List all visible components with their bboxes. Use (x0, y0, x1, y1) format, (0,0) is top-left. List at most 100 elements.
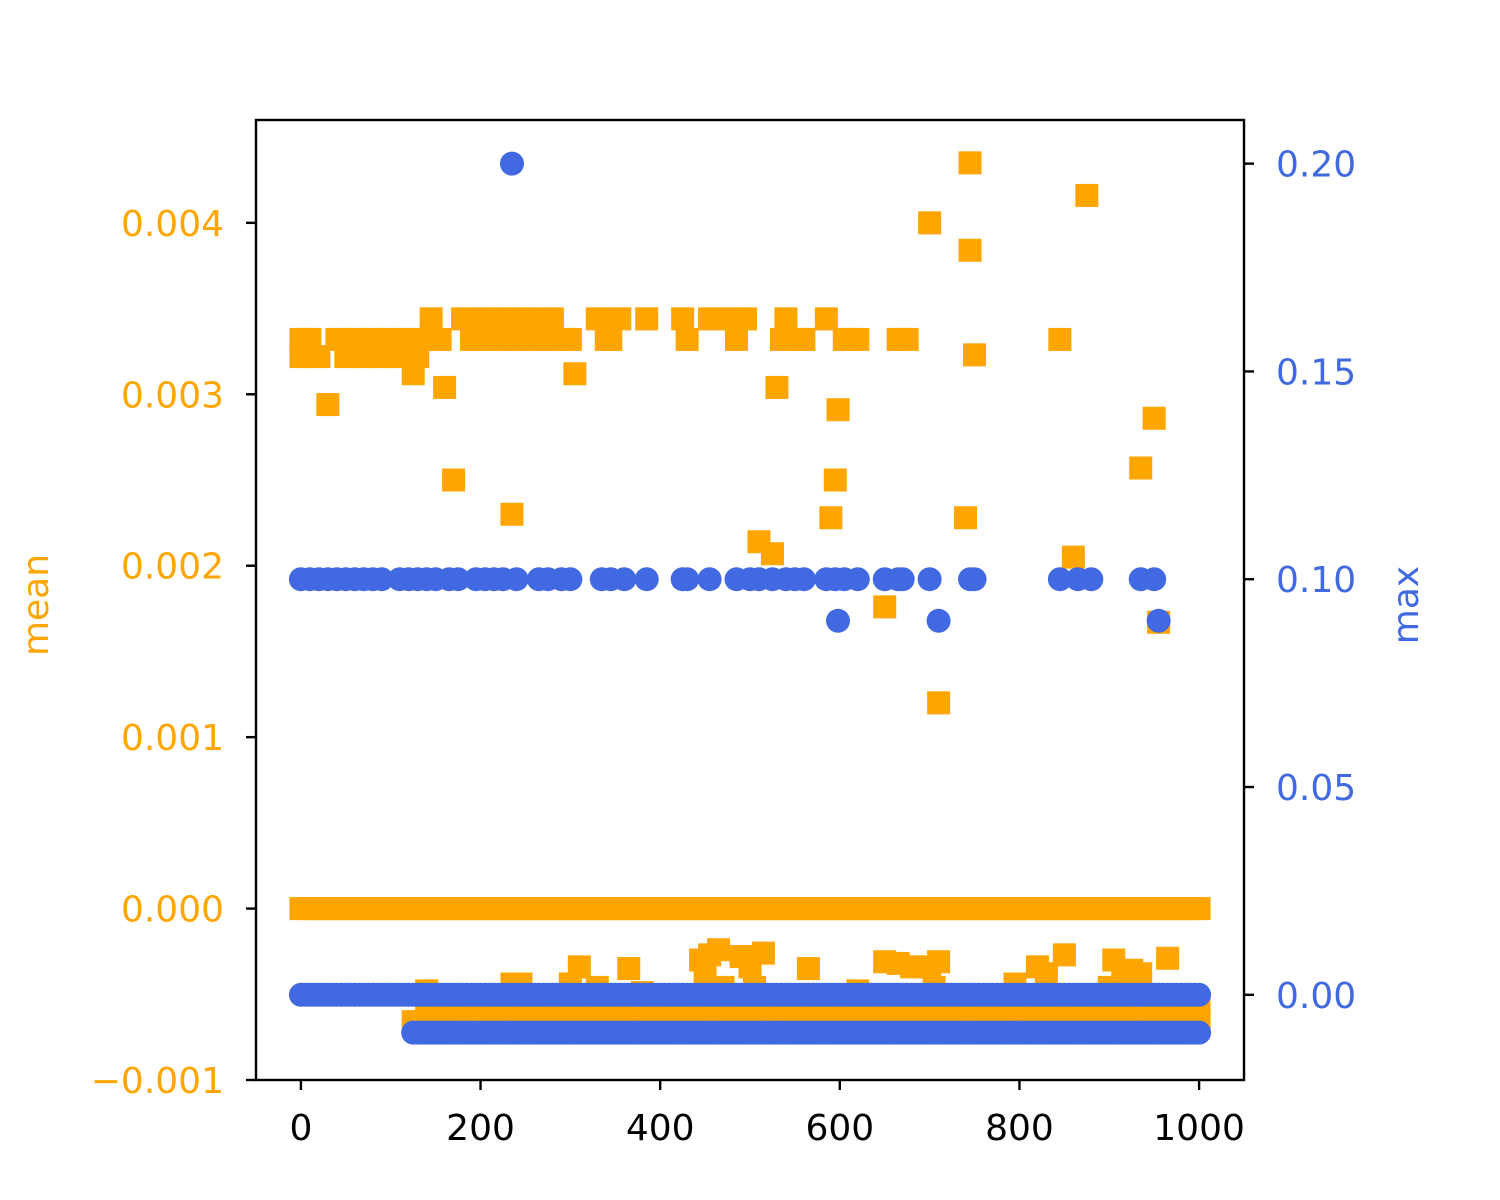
mean-point (585, 307, 609, 331)
max-point (504, 567, 529, 592)
mean-point (814, 307, 838, 331)
mean-point (927, 950, 951, 974)
mean-point (725, 327, 749, 351)
max-point (917, 567, 942, 592)
max-point (369, 567, 394, 592)
max-point (890, 567, 915, 592)
mean-point (918, 211, 942, 235)
max-point (845, 567, 870, 592)
mean-point (819, 506, 843, 530)
series-layer (288, 151, 1212, 1045)
series-max (288, 151, 1212, 1045)
mean-point (707, 938, 731, 962)
y-right-tick-label: 0.00 (1276, 976, 1356, 1017)
mean-point (958, 238, 982, 262)
mean-point (433, 375, 457, 399)
y-right-tick-label: 0.05 (1276, 768, 1356, 809)
mean-point (927, 691, 951, 715)
mean-point (792, 327, 816, 351)
max-point (1047, 567, 1072, 592)
mean-point (460, 327, 484, 351)
max-point (697, 567, 722, 592)
mean-point (1187, 897, 1211, 921)
mean-point (1129, 456, 1153, 480)
mean-point (617, 957, 641, 981)
max-point (558, 567, 583, 592)
y-left-tick-label: 0.003 (121, 375, 224, 416)
mean-point (540, 307, 564, 331)
mean-point (608, 307, 632, 331)
mean-point (513, 327, 537, 351)
mean-point (826, 398, 850, 422)
y-left-axis: −0.001 0.000 0.001 0.002 0.003 0.004 (91, 204, 256, 1102)
mean-point (442, 468, 466, 492)
mean-point (316, 393, 340, 417)
y-right-axis: 0.00 0.05 0.10 0.15 0.20 (1244, 145, 1356, 1017)
mean-point (958, 151, 982, 175)
max-point (1146, 608, 1171, 633)
mean-point (873, 595, 897, 619)
y-right-tick-label: 0.15 (1276, 352, 1356, 393)
x-axis: 0 200 400 600 800 1000 (289, 1080, 1245, 1149)
max-point (612, 567, 637, 592)
y-left-tick-label: 0.001 (121, 718, 224, 759)
mean-point (1052, 943, 1076, 967)
max-point (926, 608, 951, 633)
y-left-axis-title: mean (16, 554, 57, 656)
max-point (499, 151, 524, 176)
mean-point (796, 957, 820, 981)
y-right-tick-label: 0.20 (1276, 145, 1356, 186)
mean-point (1061, 545, 1085, 569)
mean-point (846, 327, 870, 351)
mean-point (469, 307, 493, 331)
mean-point (522, 307, 546, 331)
mean-point (954, 506, 978, 530)
x-tick-label: 1000 (1153, 1108, 1245, 1149)
x-tick-label: 0 (289, 1108, 312, 1149)
mean-point (769, 327, 793, 351)
max-point (634, 567, 659, 592)
mean-point (495, 327, 519, 351)
y-right-axis-title: max (1386, 566, 1427, 644)
mean-point (765, 375, 789, 399)
mean-point (504, 307, 528, 331)
mean-point (760, 542, 784, 566)
mean-point (599, 327, 623, 351)
max-point (675, 567, 700, 592)
mean-point (1034, 962, 1058, 986)
max-point (826, 608, 851, 633)
mean-point (1075, 183, 1099, 207)
mean-point (500, 502, 524, 526)
mean-point (558, 327, 582, 351)
mean-point (563, 362, 587, 386)
mean-point (567, 955, 591, 979)
plot-frame (254, 118, 1246, 1082)
mean-point (635, 307, 659, 331)
mean-point (693, 962, 717, 986)
mean-point (478, 327, 502, 351)
x-tick-label: 600 (805, 1108, 874, 1149)
mean-point (1129, 962, 1153, 986)
max-point (446, 567, 471, 592)
mean-point (774, 307, 798, 331)
mean-point (751, 941, 775, 965)
max-point (791, 567, 816, 592)
mean-point (531, 327, 555, 351)
max-point (1079, 567, 1104, 592)
mean-point (963, 343, 987, 367)
mean-point (451, 307, 475, 331)
max-point (1187, 1020, 1212, 1045)
y-left-tick-label: 0.000 (121, 890, 224, 931)
y-left-tick-label: 0.002 (121, 547, 224, 588)
max-point (1187, 982, 1212, 1007)
mean-point (307, 345, 331, 369)
mean-point (698, 307, 722, 331)
y-right-tick-label: 0.10 (1276, 560, 1356, 601)
x-tick-label: 800 (985, 1108, 1054, 1149)
mean-point (675, 327, 699, 351)
mean-point (734, 307, 758, 331)
mean-point (1156, 946, 1180, 970)
x-tick-label: 400 (626, 1108, 695, 1149)
max-point (962, 567, 987, 592)
